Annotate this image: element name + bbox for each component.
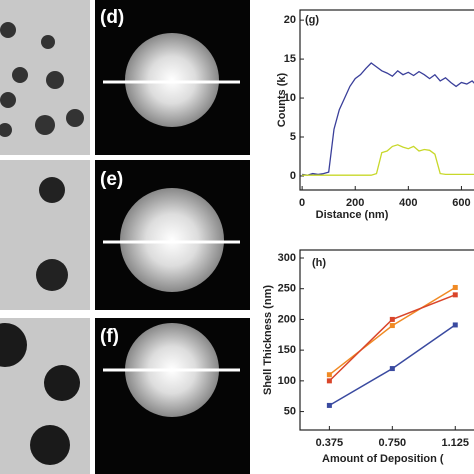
panel-label: (h): [312, 257, 326, 269]
y-tick-label: 20: [284, 14, 296, 26]
series-line: [329, 324, 456, 407]
marker: [389, 316, 395, 322]
marker: [389, 366, 395, 372]
label-box: [304, 252, 344, 274]
y-tick-label: 5: [290, 131, 296, 143]
panel-label: (g): [305, 14, 319, 26]
y-tick-label: 15: [284, 53, 296, 65]
y-tick-label: 250: [278, 283, 296, 295]
x-tick-label: 0.375: [316, 437, 344, 449]
marker: [326, 378, 332, 384]
x-axis-label: Amount of Deposition (: [322, 453, 444, 465]
y-tick-label: 200: [278, 313, 296, 325]
marker: [452, 292, 458, 298]
y-tick-label: 50: [284, 405, 296, 417]
x-tick-label: 1.125: [442, 437, 470, 449]
y-tick-label: 150: [278, 344, 296, 356]
series-line: [302, 144, 474, 176]
x-tick-label: 600: [452, 197, 470, 209]
y-tick-label: 300: [278, 252, 296, 264]
panel-label: (d): [100, 7, 124, 28]
marker: [326, 402, 332, 408]
panel-label: (e): [100, 169, 123, 190]
y-axis-label: Shell Thickness (nm): [262, 285, 274, 395]
x-tick-label: 400: [399, 197, 417, 209]
x-axis-label: Distance (nm): [316, 209, 389, 221]
plot-frame: [299, 249, 474, 431]
x-tick-label: 0: [299, 197, 305, 209]
marker: [452, 322, 458, 328]
x-tick-label: 0.750: [379, 437, 407, 449]
y-tick-label: 100: [278, 375, 296, 387]
x-tick-label: 200: [346, 197, 364, 209]
panel-label: (f): [100, 326, 119, 347]
y-tick-label: 0: [290, 170, 296, 182]
marker: [452, 284, 458, 290]
series-line: [302, 62, 474, 176]
y-axis-label: Counts (k): [276, 72, 288, 127]
marker: [326, 372, 332, 378]
plot-frame: [299, 9, 474, 191]
y-tick-label: 10: [284, 92, 296, 104]
marker: [389, 323, 395, 329]
tem-images: [0, 0, 250, 474]
